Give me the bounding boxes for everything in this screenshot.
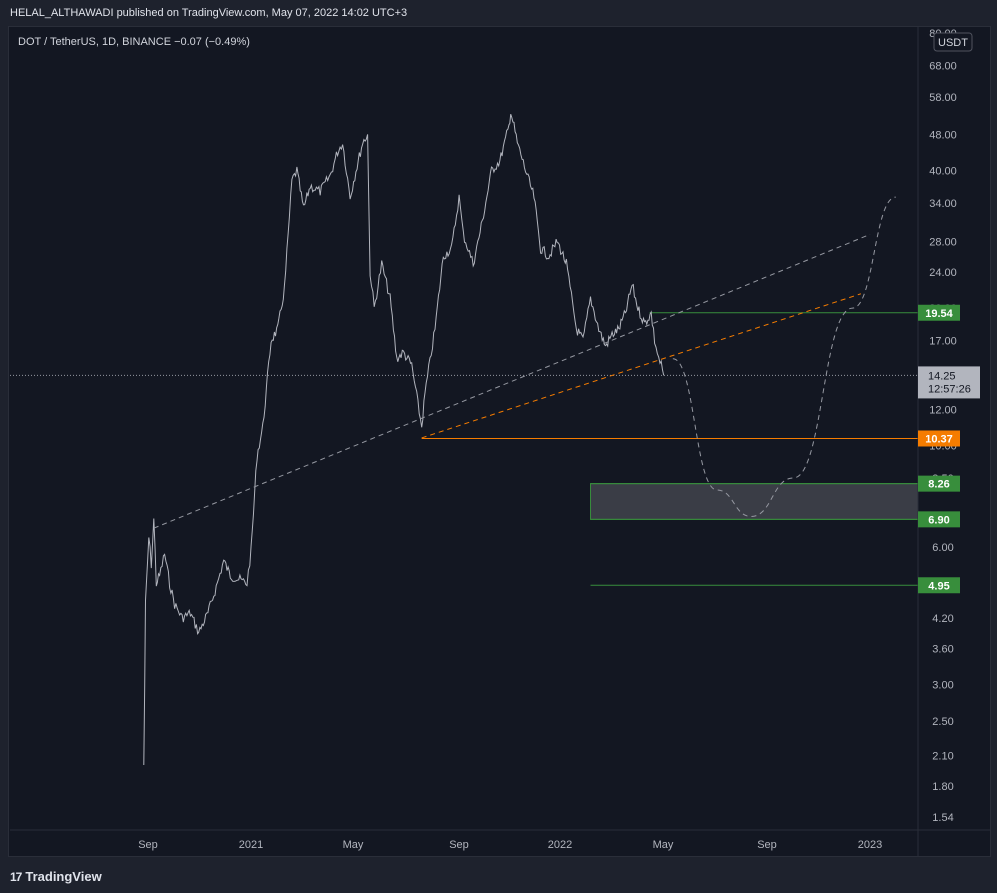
current-price-box: [918, 366, 980, 399]
y-tick-label: 48.00: [929, 129, 957, 141]
y-tick-label: 3.60: [932, 643, 953, 655]
level-label-8.26: 8.26: [928, 479, 949, 491]
x-tick-label: 2021: [239, 839, 263, 851]
countdown-label: 12:57:26: [928, 383, 971, 395]
x-tick-label: Sep: [757, 839, 777, 851]
y-tick-label: 40.00: [929, 166, 957, 178]
x-tick-label: May: [653, 839, 674, 851]
tradingview-logo[interactable]: 17 TradingView: [10, 869, 102, 884]
level-label-box-19.54: [918, 304, 960, 321]
level-label-box-8.26: [918, 475, 960, 492]
level-label-box-10.37: [918, 430, 960, 447]
tradingview-logo-icon: 17: [10, 870, 22, 884]
footer: 17 TradingView: [0, 861, 997, 893]
y-tick-label: 4.20: [932, 613, 953, 625]
y-tick-label: 58.00: [929, 92, 957, 104]
trendline-2: [421, 293, 862, 439]
y-tick-label: 1.54: [932, 812, 953, 824]
y-tick-label: 34.00: [929, 198, 957, 210]
symbol-line: DOT / TetherUS, 1D, BINANCE −0.07 (−0.49…: [18, 36, 250, 48]
published-header: HELAL_ALTHAWADI published on TradingView…: [0, 0, 997, 26]
current-price-label: 14.25: [928, 370, 956, 382]
y-tick-label: 1.80: [932, 781, 953, 793]
projection-curve: [672, 196, 896, 517]
x-tick-label: Sep: [449, 839, 469, 851]
y-tick-label: 6.00: [932, 542, 953, 554]
level-label-6.90: 6.90: [928, 514, 949, 526]
currency-badge[interactable]: USDT: [938, 37, 968, 49]
y-tick-label: 17.00: [929, 335, 957, 347]
level-label-box-6.90: [918, 511, 960, 528]
level-label-box-4.95: [918, 577, 960, 594]
trendline-1: [153, 233, 871, 529]
publisher-text: HELAL_ALTHAWADI published on TradingView…: [10, 7, 408, 19]
level-label-10.37: 10.37: [925, 433, 953, 445]
level-label-19.54: 19.54: [925, 308, 953, 320]
y-tick-label: 28.00: [929, 236, 957, 248]
level-label-4.95: 4.95: [928, 580, 949, 592]
currency-badge-box[interactable]: [933, 32, 973, 52]
y-tick-label: 68.00: [929, 60, 957, 72]
x-tick-label: 2023: [858, 839, 882, 851]
x-tick-label: 2022: [548, 839, 572, 851]
x-tick-label: May: [343, 839, 364, 851]
y-tick-label: 2.50: [932, 716, 953, 728]
y-tick-label: 24.00: [929, 267, 957, 279]
brand-name: TradingView: [25, 869, 102, 884]
y-tick-label: 12.00: [929, 405, 957, 417]
y-tick-label: 2.10: [932, 750, 953, 762]
support-zone: [590, 483, 919, 520]
price-series: [143, 114, 665, 766]
y-tick-label: 3.00: [932, 680, 953, 692]
x-tick-label: Sep: [138, 839, 158, 851]
